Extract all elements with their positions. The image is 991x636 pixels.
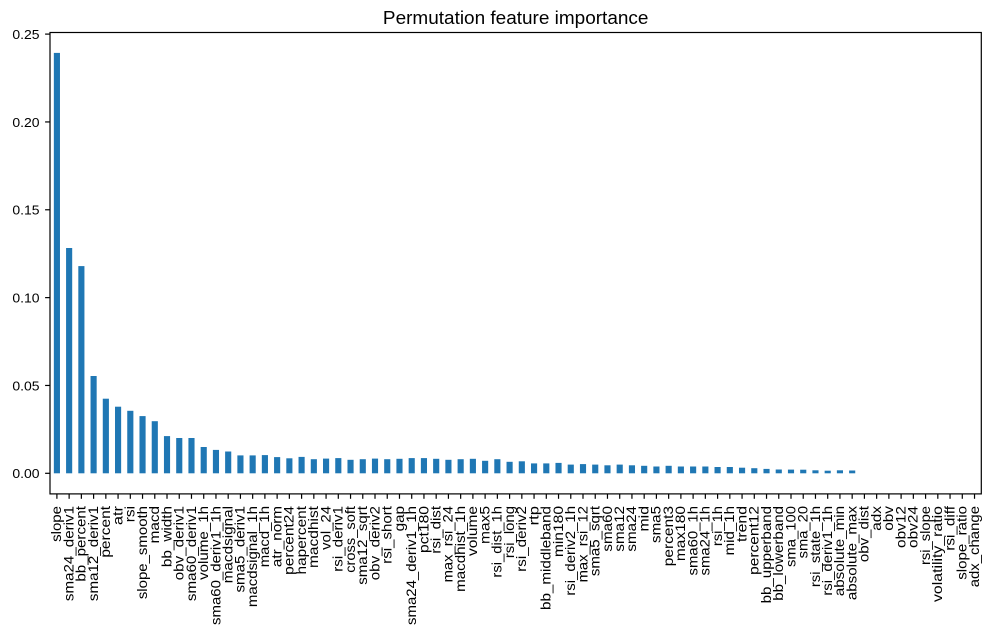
svg-text:max_rsi_24: max_rsi_24 (440, 506, 456, 583)
svg-text:obv24: obv24 (905, 506, 921, 548)
svg-text:mid_1h: mid_1h (721, 506, 737, 555)
svg-text:sma5_deriv1: sma5_deriv1 (232, 506, 248, 593)
svg-text:min180: min180 (550, 506, 566, 557)
svg-text:slope: slope (48, 506, 64, 542)
svg-text:macdhist: macdhist (305, 506, 321, 568)
svg-text:volume: volume (464, 506, 480, 556)
svg-text:adx_change: adx_change (966, 506, 982, 588)
svg-text:sma24_1h: sma24_1h (697, 506, 713, 576)
svg-text:gap: gap (391, 506, 407, 532)
svg-text:sma_20: sma_20 (795, 506, 811, 559)
svg-text:pct180: pct180 (415, 506, 431, 553)
svg-text:rsi_dist_1h: rsi_dist_1h (489, 506, 505, 578)
svg-text:rsi_deriv2: rsi_deriv2 (513, 506, 529, 572)
svg-text:obv_deriv2: obv_deriv2 (366, 506, 382, 581)
svg-text:sma5: sma5 (648, 506, 664, 543)
svg-text:rsi_deriv1: rsi_deriv1 (330, 506, 346, 572)
svg-text:macd: macd (146, 506, 162, 543)
svg-text:sma12_deriv1: sma12_deriv1 (85, 506, 101, 601)
svg-text:rsi_dist: rsi_dist (427, 506, 443, 554)
svg-text:slope_smooth: slope_smooth (134, 506, 150, 599)
svg-text:percent3: percent3 (660, 506, 676, 567)
svg-text:Permutation feature importance: Permutation feature importance (383, 8, 649, 28)
svg-text:rsi_state_1h: rsi_state_1h (807, 506, 823, 587)
svg-text:rsi_long: rsi_long (501, 506, 517, 558)
svg-text:bb_upperband: bb_upperband (758, 506, 774, 603)
svg-text:volume_1h: volume_1h (195, 506, 211, 580)
svg-text:percent: percent (97, 506, 113, 558)
svg-text:rsi_deriv2_1h: rsi_deriv2_1h (562, 506, 578, 596)
svg-text:rtp: rtp (525, 506, 541, 526)
svg-text:mid: mid (635, 506, 651, 532)
svg-text:sma_100: sma_100 (782, 506, 798, 567)
svg-text:sma12_sqrt: sma12_sqrt (354, 506, 370, 585)
svg-text:absolute_min: absolute_min (831, 506, 847, 596)
svg-text:bb_width: bb_width (158, 506, 174, 567)
svg-text:obv12: obv12 (892, 506, 908, 548)
svg-text:vol_24: vol_24 (317, 506, 333, 550)
svg-text:0.15: 0.15 (12, 203, 39, 218)
svg-text:volatility_ratio: volatility_ratio (929, 506, 945, 602)
svg-text:rsi_short: rsi_short (379, 506, 395, 564)
svg-text:slope_ratio: slope_ratio (954, 506, 970, 580)
svg-text:max180: max180 (672, 506, 688, 561)
svg-text:bb_middleband: bb_middleband (538, 506, 554, 610)
svg-text:0.25: 0.25 (12, 27, 39, 42)
svg-text:sma60_1h: sma60_1h (684, 506, 700, 576)
svg-text:0.05: 0.05 (12, 378, 39, 393)
svg-text:0.20: 0.20 (12, 115, 39, 130)
svg-text:sma24_deriv1_1h: sma24_deriv1_1h (403, 506, 419, 625)
svg-text:obv: obv (880, 506, 896, 531)
svg-text:rsi_1h: rsi_1h (709, 506, 725, 546)
svg-text:macdhist_1h: macdhist_1h (452, 506, 468, 592)
svg-text:atr: atr (109, 506, 125, 525)
svg-text:obv_dist: obv_dist (856, 506, 872, 562)
svg-text:cross_soft: cross_soft (342, 506, 358, 573)
svg-text:macdsignal: macdsignal (219, 506, 235, 583)
svg-text:percent24: percent24 (281, 506, 297, 575)
svg-text:percent12: percent12 (746, 506, 762, 575)
svg-text:max_rsi_12: max_rsi_12 (574, 506, 590, 583)
svg-text:0.00: 0.00 (12, 466, 39, 481)
svg-text:hapercent: hapercent (293, 506, 309, 575)
svg-text:sma5_sqrt: sma5_sqrt (587, 506, 603, 576)
svg-text:sma24: sma24 (623, 506, 639, 552)
svg-text:rsi_slope: rsi_slope (917, 506, 933, 565)
svg-text:bb_lowerband: bb_lowerband (770, 506, 786, 601)
svg-text:sma60: sma60 (599, 506, 615, 552)
svg-text:rsi_deriv1_1h: rsi_deriv1_1h (819, 506, 835, 596)
svg-text:rsi: rsi (122, 506, 138, 522)
svg-text:absolute_max: absolute_max (843, 506, 859, 600)
svg-text:bb_percent: bb_percent (73, 506, 89, 582)
svg-text:macdsignal_1h: macdsignal_1h (244, 506, 260, 607)
svg-text:adx: adx (868, 506, 884, 531)
svg-text:rsi_diff: rsi_diff (941, 506, 957, 551)
svg-text:max5: max5 (476, 506, 492, 544)
svg-text:sma60_deriv1: sma60_deriv1 (183, 506, 199, 601)
svg-text:sma24_deriv1: sma24_deriv1 (60, 506, 76, 601)
svg-text:macd_1h: macd_1h (256, 506, 272, 567)
svg-text:sma60_deriv1_1h: sma60_deriv1_1h (207, 506, 223, 625)
svg-text:sma12: sma12 (611, 506, 627, 552)
svg-text:0.10: 0.10 (12, 291, 39, 306)
svg-text:trend: trend (733, 506, 749, 542)
svg-text:atr_norm: atr_norm (268, 506, 284, 567)
svg-text:obv_deriv1: obv_deriv1 (171, 506, 187, 581)
